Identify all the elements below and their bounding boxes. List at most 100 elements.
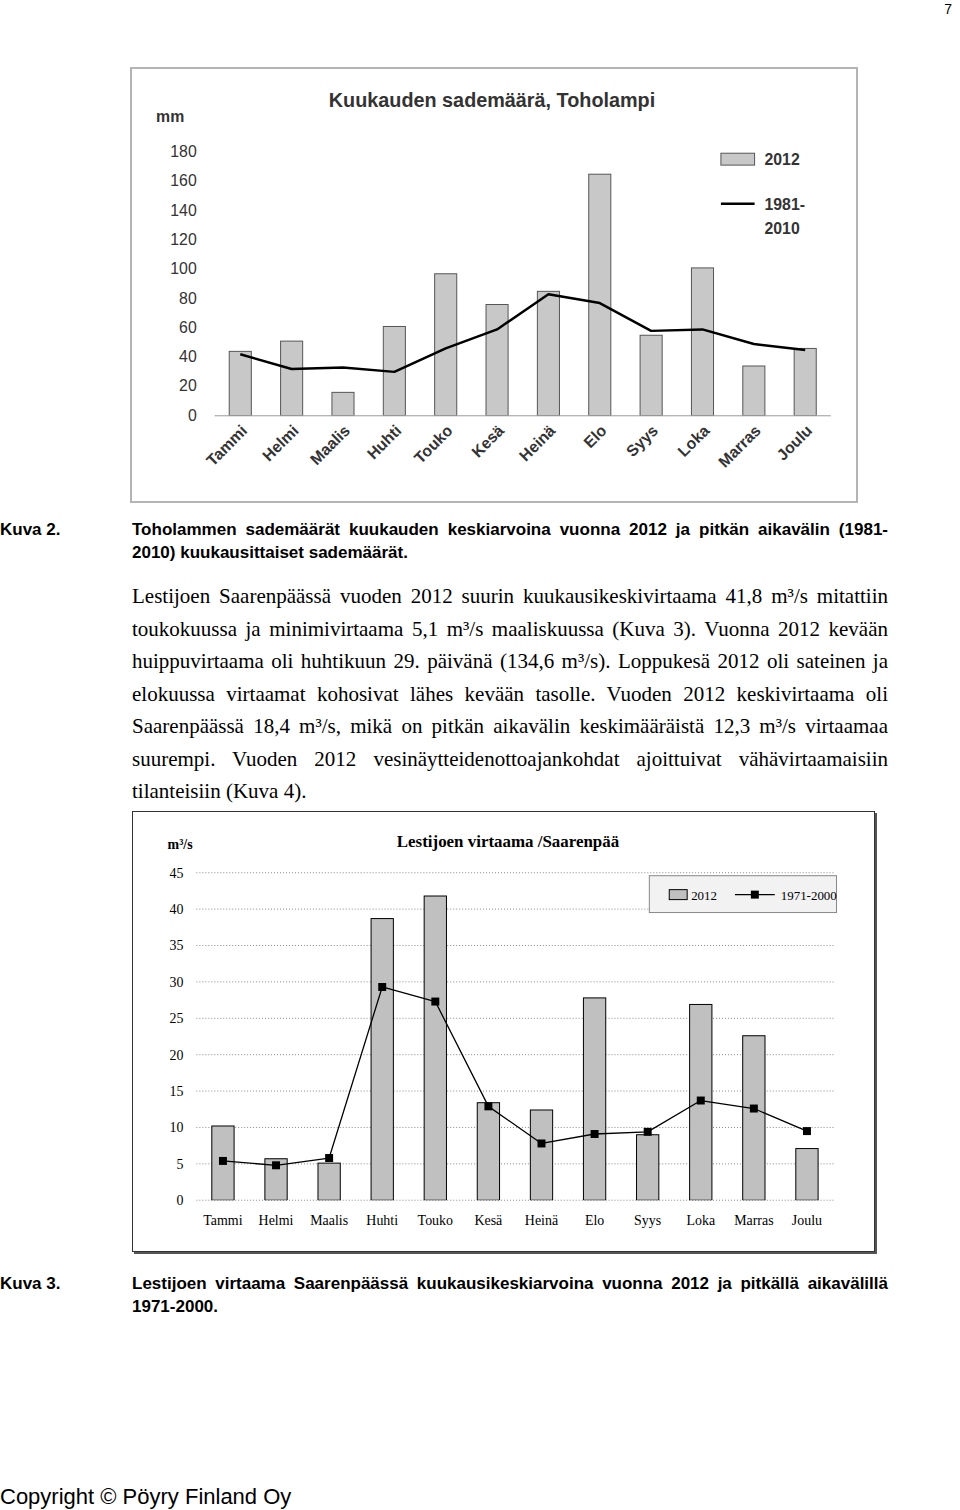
y-tick-label: 80: [179, 290, 197, 307]
marker: [378, 983, 386, 991]
x-tick-label: Heinä: [525, 1213, 558, 1228]
marker: [591, 1130, 599, 1138]
marker: [750, 1105, 758, 1113]
bar: [743, 366, 765, 416]
marker: [484, 1102, 492, 1110]
caption-label: Kuva 3.: [0, 1272, 60, 1295]
y-tick-label: 20: [170, 1048, 184, 1063]
bar: [530, 1110, 552, 1200]
paragraph: Lestijoen Saarenpäässä vuoden 2012 suuri…: [132, 580, 888, 808]
x-tick-label: Helmi: [259, 1213, 294, 1228]
bar: [691, 268, 713, 416]
plot-area: [229, 174, 816, 416]
x-tick-label: Maalis: [307, 422, 353, 468]
y-tick-label: 25: [170, 1011, 184, 1026]
bar: [637, 1135, 659, 1201]
plot-area: [212, 896, 818, 1200]
legend-label-line: 2010: [764, 220, 799, 237]
grid-line: [196, 1127, 833, 1128]
y-axis-label: mm: [156, 108, 184, 125]
y-tick-label: 40: [179, 348, 197, 365]
page-number: 7: [944, 0, 952, 18]
chart-title: Kuukauden sademäärä, Toholampi: [329, 89, 655, 111]
grid-line: [196, 981, 833, 982]
marker: [697, 1097, 705, 1105]
marker: [219, 1157, 227, 1165]
x-tick-label: Helmi: [259, 422, 302, 465]
x-tick-label: Maalis: [310, 1213, 348, 1228]
x-tick-label: Touko: [411, 422, 456, 467]
y-tick-label: 5: [176, 1157, 183, 1172]
x-tick-label: Elo: [580, 422, 610, 452]
legend-marker: [751, 891, 759, 899]
grid-line: [196, 1200, 833, 1201]
bar: [212, 1126, 234, 1200]
bar: [796, 1149, 818, 1201]
y-tick-label: 15: [170, 1084, 184, 1099]
chart-1: Lestijoen virtaama /Saarenpääm³/s0510152…: [132, 811, 875, 1252]
bar: [486, 305, 508, 416]
legend-swatch: [669, 890, 687, 900]
grid-line: [196, 1054, 833, 1055]
y-tick-label: 45: [170, 866, 184, 881]
legend-label-line: 2012: [764, 151, 799, 168]
x-tick-label: Loka: [674, 422, 712, 460]
y-tick-label: 180: [170, 143, 197, 160]
y-tick-label: 30: [170, 975, 184, 990]
chart-title: Lestijoen virtaama /Saarenpää: [397, 832, 620, 851]
x-tick-label: Loka: [686, 1213, 715, 1228]
x-tick-label: Huhti: [364, 422, 405, 463]
x-tick-label: Elo: [585, 1213, 604, 1228]
bar: [537, 291, 559, 415]
bar: [424, 896, 446, 1200]
caption-text: Lestijoen virtaama Saarenpäässä kuukausi…: [132, 1272, 888, 1318]
bar: [371, 919, 393, 1201]
legend-label: 1981- 2010: [764, 196, 805, 238]
bar: [332, 392, 354, 415]
x-tick-label: Kesä: [474, 1213, 502, 1228]
x-tick-label: Tammi: [203, 422, 250, 469]
caption-label: Kuva 2.: [0, 518, 60, 541]
grid-line: [196, 1091, 833, 1092]
footer: Copyright © Pöyry Finland Oy: [0, 1484, 291, 1510]
bar: [229, 351, 251, 415]
legend-label: 2012: [764, 151, 799, 168]
marker: [272, 1161, 280, 1169]
bar: [640, 335, 662, 416]
marker: [431, 998, 439, 1006]
y-tick-label: 140: [170, 202, 197, 219]
x-tick-label: Marras: [715, 422, 764, 471]
y-tick-label: 40: [170, 902, 184, 917]
bar: [318, 1163, 340, 1200]
legend-label-line: 1981-: [764, 196, 805, 213]
legend-box: [649, 876, 836, 913]
marker: [644, 1128, 652, 1136]
y-tick-label: 35: [170, 938, 184, 953]
y-tick-label: 20: [179, 377, 197, 394]
x-tick-label: Heinä: [516, 422, 559, 465]
chart-0: Kuukauden sademäärä, Toholampi mm 0 20 40 60 8…: [130, 67, 858, 503]
y-tick-label: 120: [170, 231, 197, 248]
x-tick-label: Syys: [634, 1213, 661, 1228]
marker: [803, 1127, 811, 1135]
caption-text: Toholammen sademäärät kuukauden keskiarv…: [132, 518, 888, 564]
line: [240, 294, 805, 372]
bar: [743, 1036, 765, 1200]
y-tick-label: 100: [170, 260, 197, 277]
x-tick-label: Joulu: [792, 1213, 822, 1228]
y-tick-label: 0: [176, 1193, 183, 1208]
line: [223, 987, 807, 1165]
x-tick-label: Marras: [734, 1213, 773, 1228]
legend-swatch: [721, 153, 755, 165]
y-tick-label: 60: [179, 319, 197, 336]
x-axis: [215, 415, 831, 416]
bar: [281, 341, 303, 416]
x-tick-label: Kesä: [468, 422, 507, 461]
grid-line: [196, 945, 833, 946]
legend-swatch: [721, 203, 755, 205]
grid-line: [196, 872, 833, 873]
x-tick-label: Huhti: [366, 1213, 398, 1228]
x-tick-label: Syys: [623, 422, 661, 460]
x-tick-label: Touko: [418, 1213, 453, 1228]
y-tick-label: 0: [188, 407, 197, 424]
